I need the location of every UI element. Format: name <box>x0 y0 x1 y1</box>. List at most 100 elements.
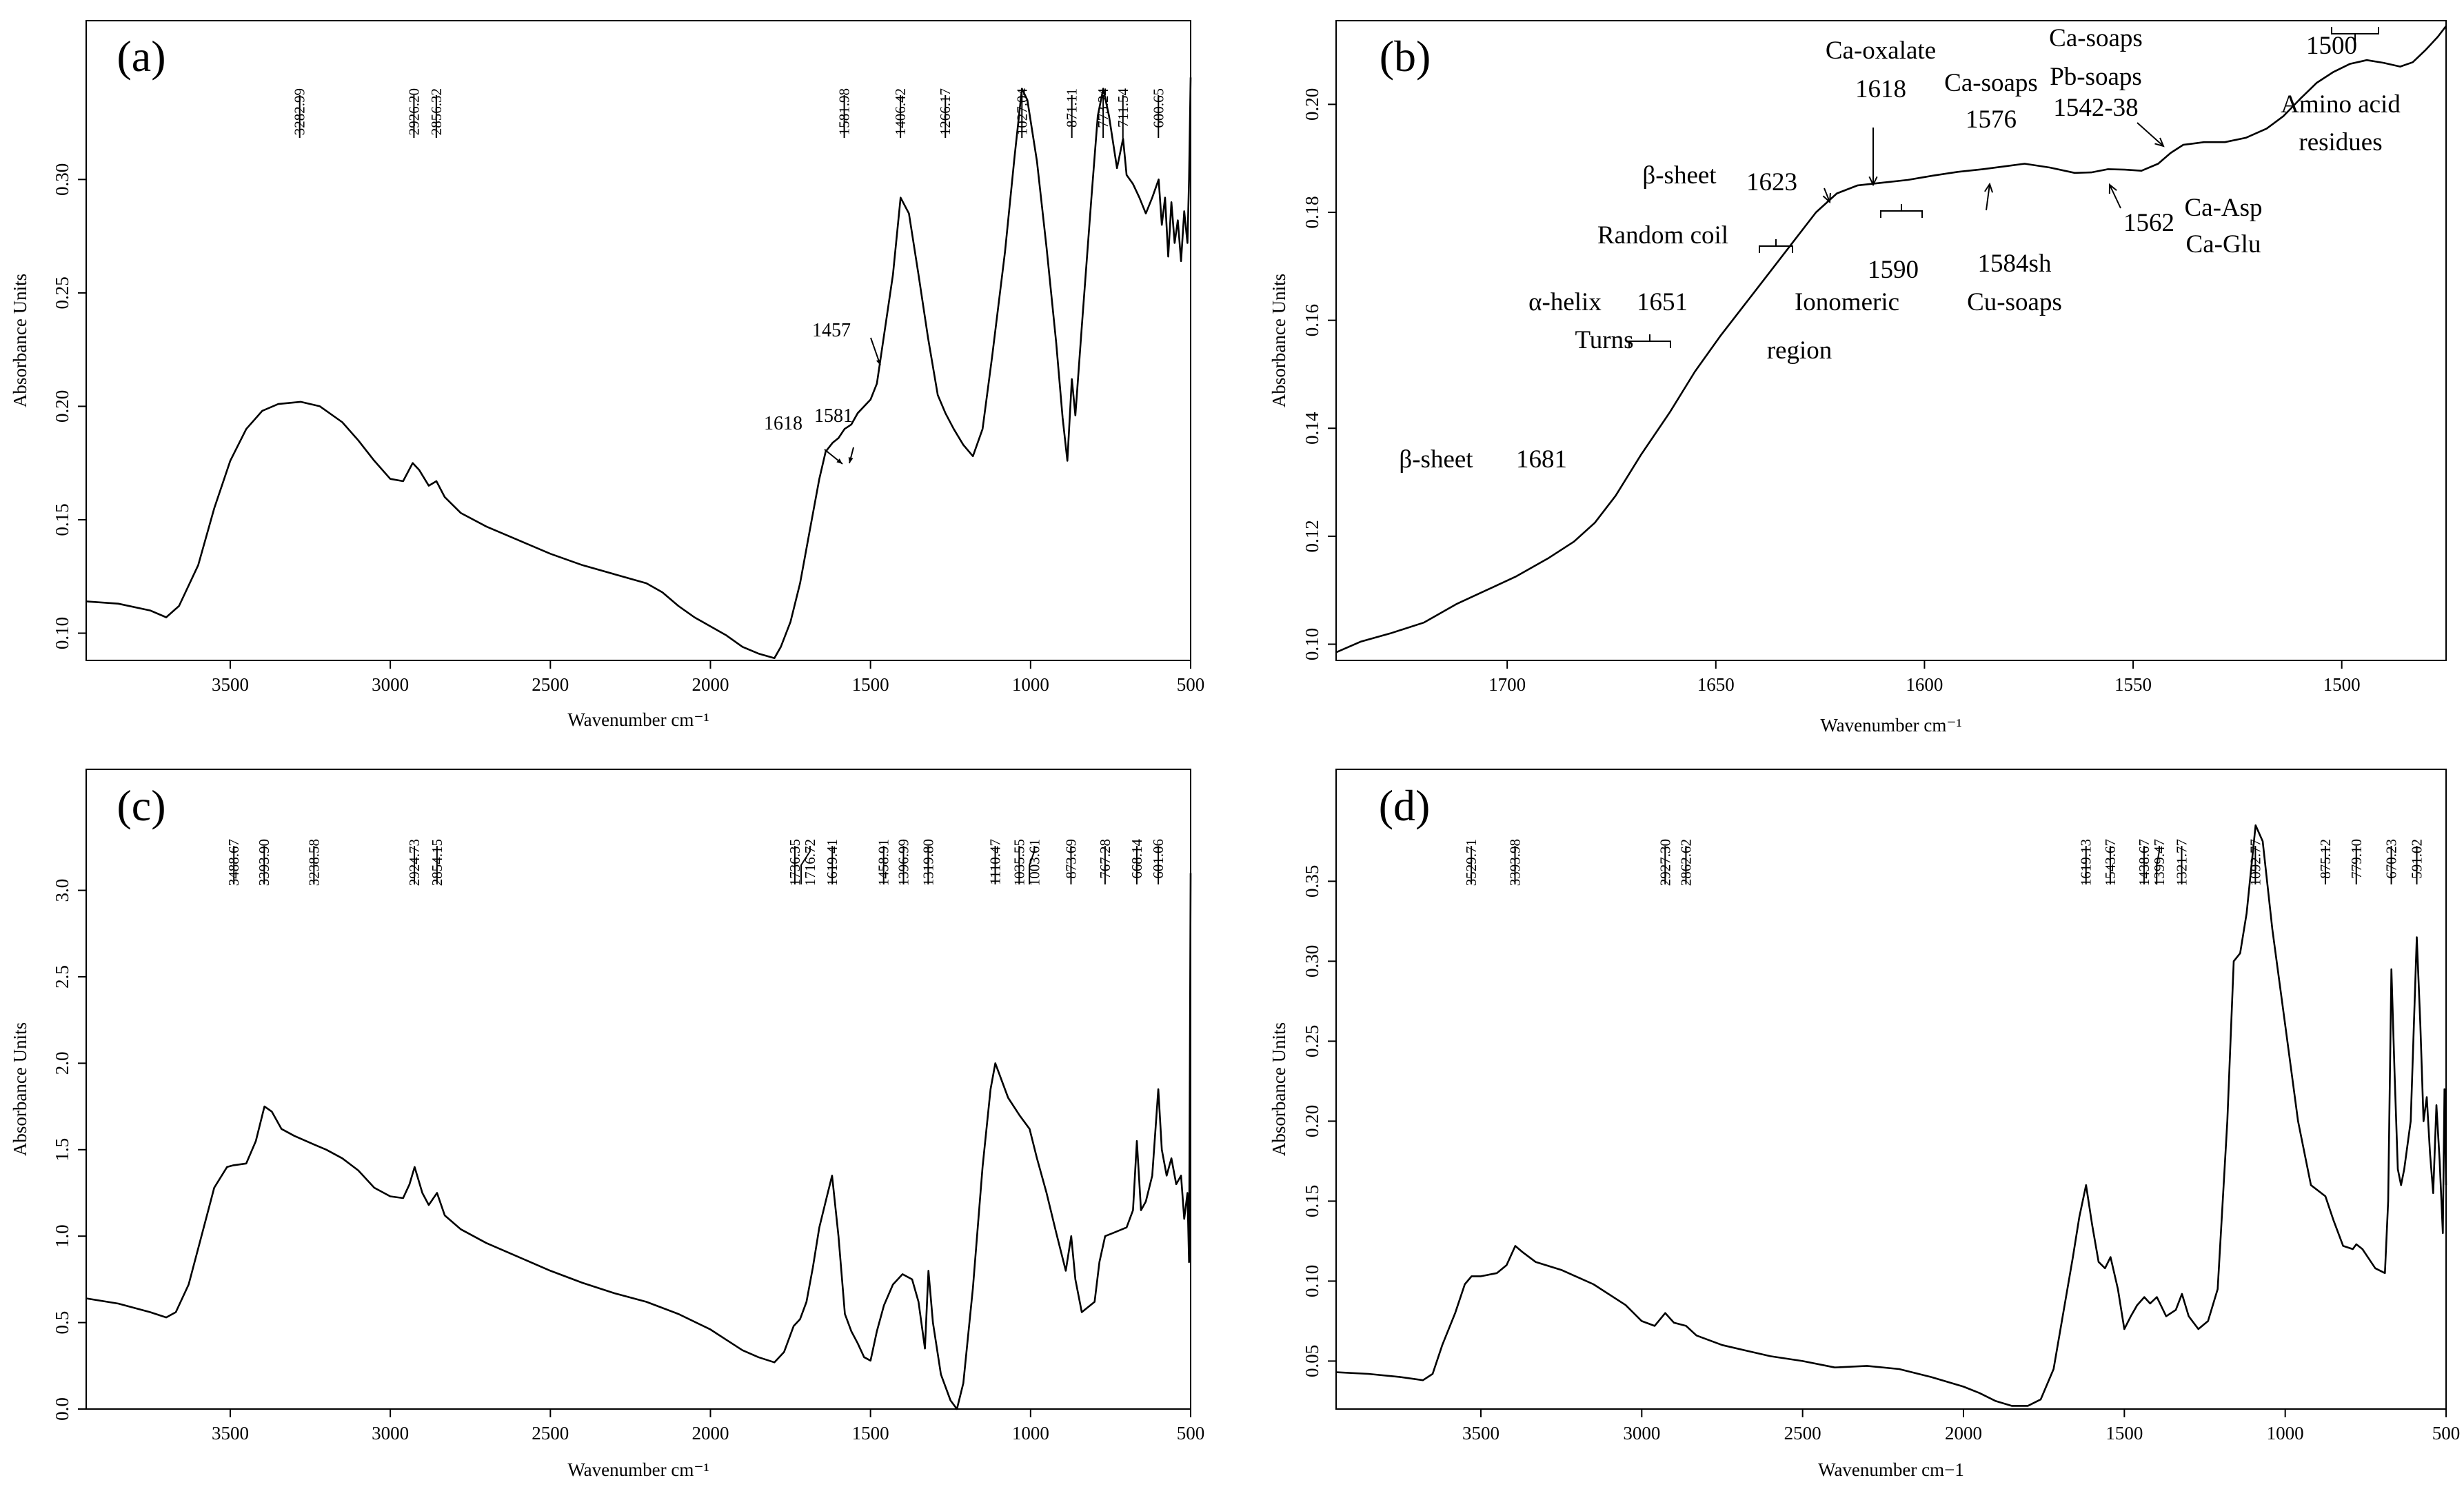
peak-marker-label: 1458.91 <box>876 839 892 886</box>
peak-marker-label: 3529.71 <box>1463 839 1480 886</box>
x-tick-label: 3000 <box>372 674 409 695</box>
peak-marker-label: 3393.90 <box>256 839 272 886</box>
x-axis-title: Wavenumber cm⁻¹ <box>1820 715 1961 736</box>
y-tick-label: 0.20 <box>52 390 72 423</box>
annotation-arrowhead <box>1984 182 1994 193</box>
annotation-label: Ca-soaps <box>1944 69 2038 97</box>
y-tick-label: 0.05 <box>1302 1345 1322 1377</box>
peak-marker-label: 1266.17 <box>937 88 953 135</box>
peak-marker-label: 1035.55 <box>1011 839 1027 886</box>
y-tick-label: 0.10 <box>1302 628 1322 660</box>
y-tick-label: 0.5 <box>52 1311 72 1335</box>
y-tick-label: 0.20 <box>1302 88 1322 121</box>
y-tick-label: 0.25 <box>52 276 72 309</box>
peak-marker-line <box>1029 846 1036 884</box>
peak-marker-label: 1438.67 <box>2136 839 2152 886</box>
y-tick-label: 0.30 <box>1302 945 1322 978</box>
annotation-bracket <box>1759 239 1793 253</box>
peak-marker-label: 1736.35 <box>787 839 803 886</box>
annotation-label: α-helix <box>1528 288 1602 316</box>
x-tick-label: 1000 <box>1012 1423 1049 1444</box>
annotation-label: β-sheet <box>1399 445 1473 474</box>
peak-marker-label: 2927.30 <box>1657 839 1673 886</box>
annotation-label: Cu-soaps <box>1967 288 2062 316</box>
y-tick-label: 0.18 <box>1302 196 1322 228</box>
y-tick-label: 0.10 <box>1302 1265 1322 1297</box>
chart-panel-c: (c) 3500 3000 2500 2000 1500 1000 500 0.0 0.5 1.0 1… <box>10 769 1204 1480</box>
annotation-label: Ca-soaps <box>2049 24 2143 52</box>
y-tick-label: 0.16 <box>1302 304 1322 336</box>
spectrum-line <box>1335 26 2447 654</box>
annotation-label: 1651 <box>1637 288 1688 316</box>
x-tick-label: 500 <box>1177 674 1205 695</box>
peak-marker-label: 1321.77 <box>2174 839 2190 886</box>
peak-marker-label: 3282.99 <box>292 88 308 135</box>
peak-marker-label: 1619.41 <box>824 839 840 886</box>
peak-marker-label: 779.10 <box>2348 839 2365 879</box>
annotation-label: 1576 <box>1966 105 2017 134</box>
annotation-label: Ionomeric <box>1795 288 1899 316</box>
annotation-label: 1618 <box>1855 75 1906 103</box>
peak-marker-label: 3238.58 <box>305 839 322 886</box>
annotation-label: 1623 <box>1746 168 1797 196</box>
peak-marker-label: 873.69 <box>1062 839 1079 879</box>
annotation-label: Random coil <box>1597 221 1728 250</box>
annotation-label: 1562 <box>2123 209 2174 237</box>
annotation-bracket <box>1880 204 1923 218</box>
annotation-arrowhead <box>848 457 854 463</box>
peak-marker-label: 3488.67 <box>225 839 242 886</box>
annotation-arrowhead <box>876 359 881 365</box>
x-tick-label: 2000 <box>1945 1423 1982 1444</box>
y-tick-label: 2.0 <box>52 1052 72 1075</box>
y-tick-label: 0.25 <box>1302 1025 1322 1057</box>
plot-frame <box>1335 20 2447 661</box>
y-tick-label: 0.20 <box>1302 1105 1322 1137</box>
x-axis-title: Wavenumber cm−1 <box>1818 1459 1964 1480</box>
peak-marker-label: 773.24 <box>1095 88 1111 128</box>
annotation-label: Pb-soaps <box>2050 63 2142 91</box>
x-axis-title: Wavenumber cm⁻¹ <box>567 1459 709 1480</box>
peak-marker-label: 1619.13 <box>2078 839 2094 886</box>
peak-marker-label: 670.23 <box>2383 839 2400 879</box>
plot-frame <box>1335 769 2447 1410</box>
x-tick-label: 1500 <box>852 674 889 695</box>
annotation-label: region <box>1767 336 1832 365</box>
annotation-label: 1584sh <box>1978 250 2052 278</box>
peak-marker-label: 1092.77 <box>2247 839 2263 886</box>
chart-panel-b: (b) 1700 1650 1600 1550 1500 0.10 0.12 0.14 0.16 0… <box>1269 20 2447 736</box>
x-tick-label: 3000 <box>372 1423 409 1444</box>
x-tick-label: 3500 <box>212 1423 249 1444</box>
annotation-label: 1581 <box>814 405 853 427</box>
annotation-label: 1500 <box>2306 32 2357 60</box>
y-tick-label: 0.10 <box>52 617 72 649</box>
peak-marker-label: 871.11 <box>1064 88 1080 128</box>
y-tick-label: 0.0 <box>52 1397 72 1421</box>
y-tick-label: 0.15 <box>52 503 72 536</box>
annotation-label: Ca-Glu <box>2186 230 2261 259</box>
panel-label: (a) <box>117 32 165 81</box>
annotation-label: Turns <box>1575 326 1633 354</box>
annotation-label: β-sheet <box>1642 161 1717 190</box>
y-tick-label: 3.0 <box>52 879 72 902</box>
annotation-arrowhead <box>1822 192 1831 204</box>
y-tick-label: 0.35 <box>1302 865 1322 898</box>
peak-marker-line <box>2156 846 2160 884</box>
annotation-label: 1681 <box>1516 445 1567 474</box>
chart-panel-d: (d) 3500 3000 2500 2000 1500 1000 500 0.05 0.10 0.… <box>1269 769 2460 1480</box>
x-tick-label: 1500 <box>852 1423 889 1444</box>
spectrum-line <box>1335 824 2447 1407</box>
peak-marker-label: 1581.98 <box>836 88 853 135</box>
annotation-arrowhead <box>2108 183 2117 194</box>
x-tick-label: 3500 <box>1462 1423 1499 1444</box>
peak-marker-label: 1399.47 <box>2151 839 2168 886</box>
peak-marker-label: 2854.15 <box>429 839 445 886</box>
y-tick-label: 0.30 <box>52 163 72 196</box>
peak-marker-label: 1319.80 <box>920 839 936 886</box>
peak-marker-label: 767.28 <box>1097 839 1113 879</box>
x-tick-label: 2500 <box>532 674 569 695</box>
y-tick-label: 1.0 <box>52 1224 72 1248</box>
peak-marker-label: 2856.32 <box>428 88 445 135</box>
peak-marker-label: 1003.61 <box>1026 839 1042 886</box>
peak-marker-label: 1396.99 <box>895 839 911 886</box>
